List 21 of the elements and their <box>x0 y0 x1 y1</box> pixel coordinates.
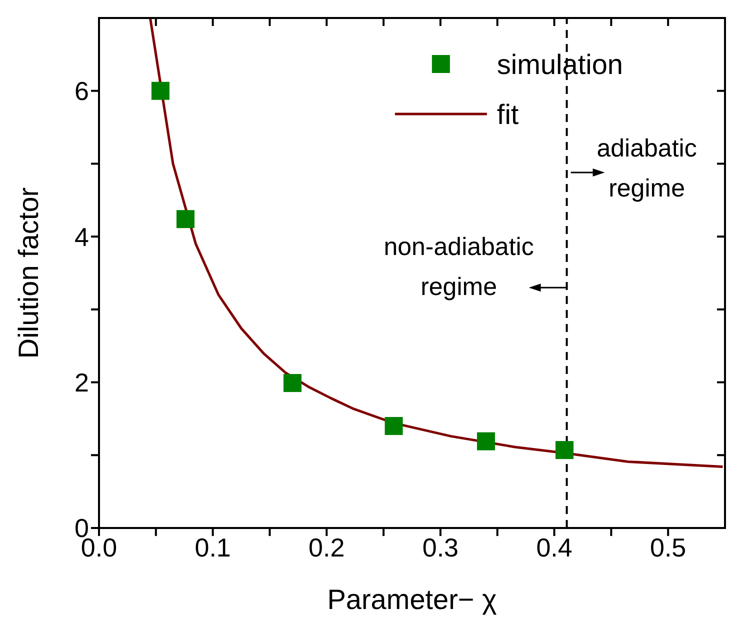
annotation: adiabatic regime <box>596 134 697 202</box>
point <box>283 374 302 392</box>
point <box>151 82 170 100</box>
point <box>176 210 194 228</box>
y-tick-label: 2 <box>74 368 89 398</box>
x-tick-label: 0.5 <box>650 532 686 562</box>
line-series <box>148 18 724 468</box>
y-tick-label: 4 <box>74 222 89 252</box>
y-tick-label: 6 <box>74 76 89 106</box>
x-tick-label: 0.1 <box>194 532 231 562</box>
y-axis-title: Dilution factor <box>13 187 44 359</box>
legend-label: simulation <box>496 49 623 80</box>
x-tick-label: 0.4 <box>536 532 572 562</box>
legend-label: fit <box>496 99 519 130</box>
x-tick-label: 0.3 <box>422 532 459 562</box>
annotation: non-adiabatic regime <box>384 232 534 301</box>
point <box>476 432 495 450</box>
x-tick-label: 0.2 <box>308 532 345 562</box>
x-axis-title: Parameter− χ <box>327 584 498 615</box>
point <box>556 441 574 460</box>
point <box>384 417 403 435</box>
